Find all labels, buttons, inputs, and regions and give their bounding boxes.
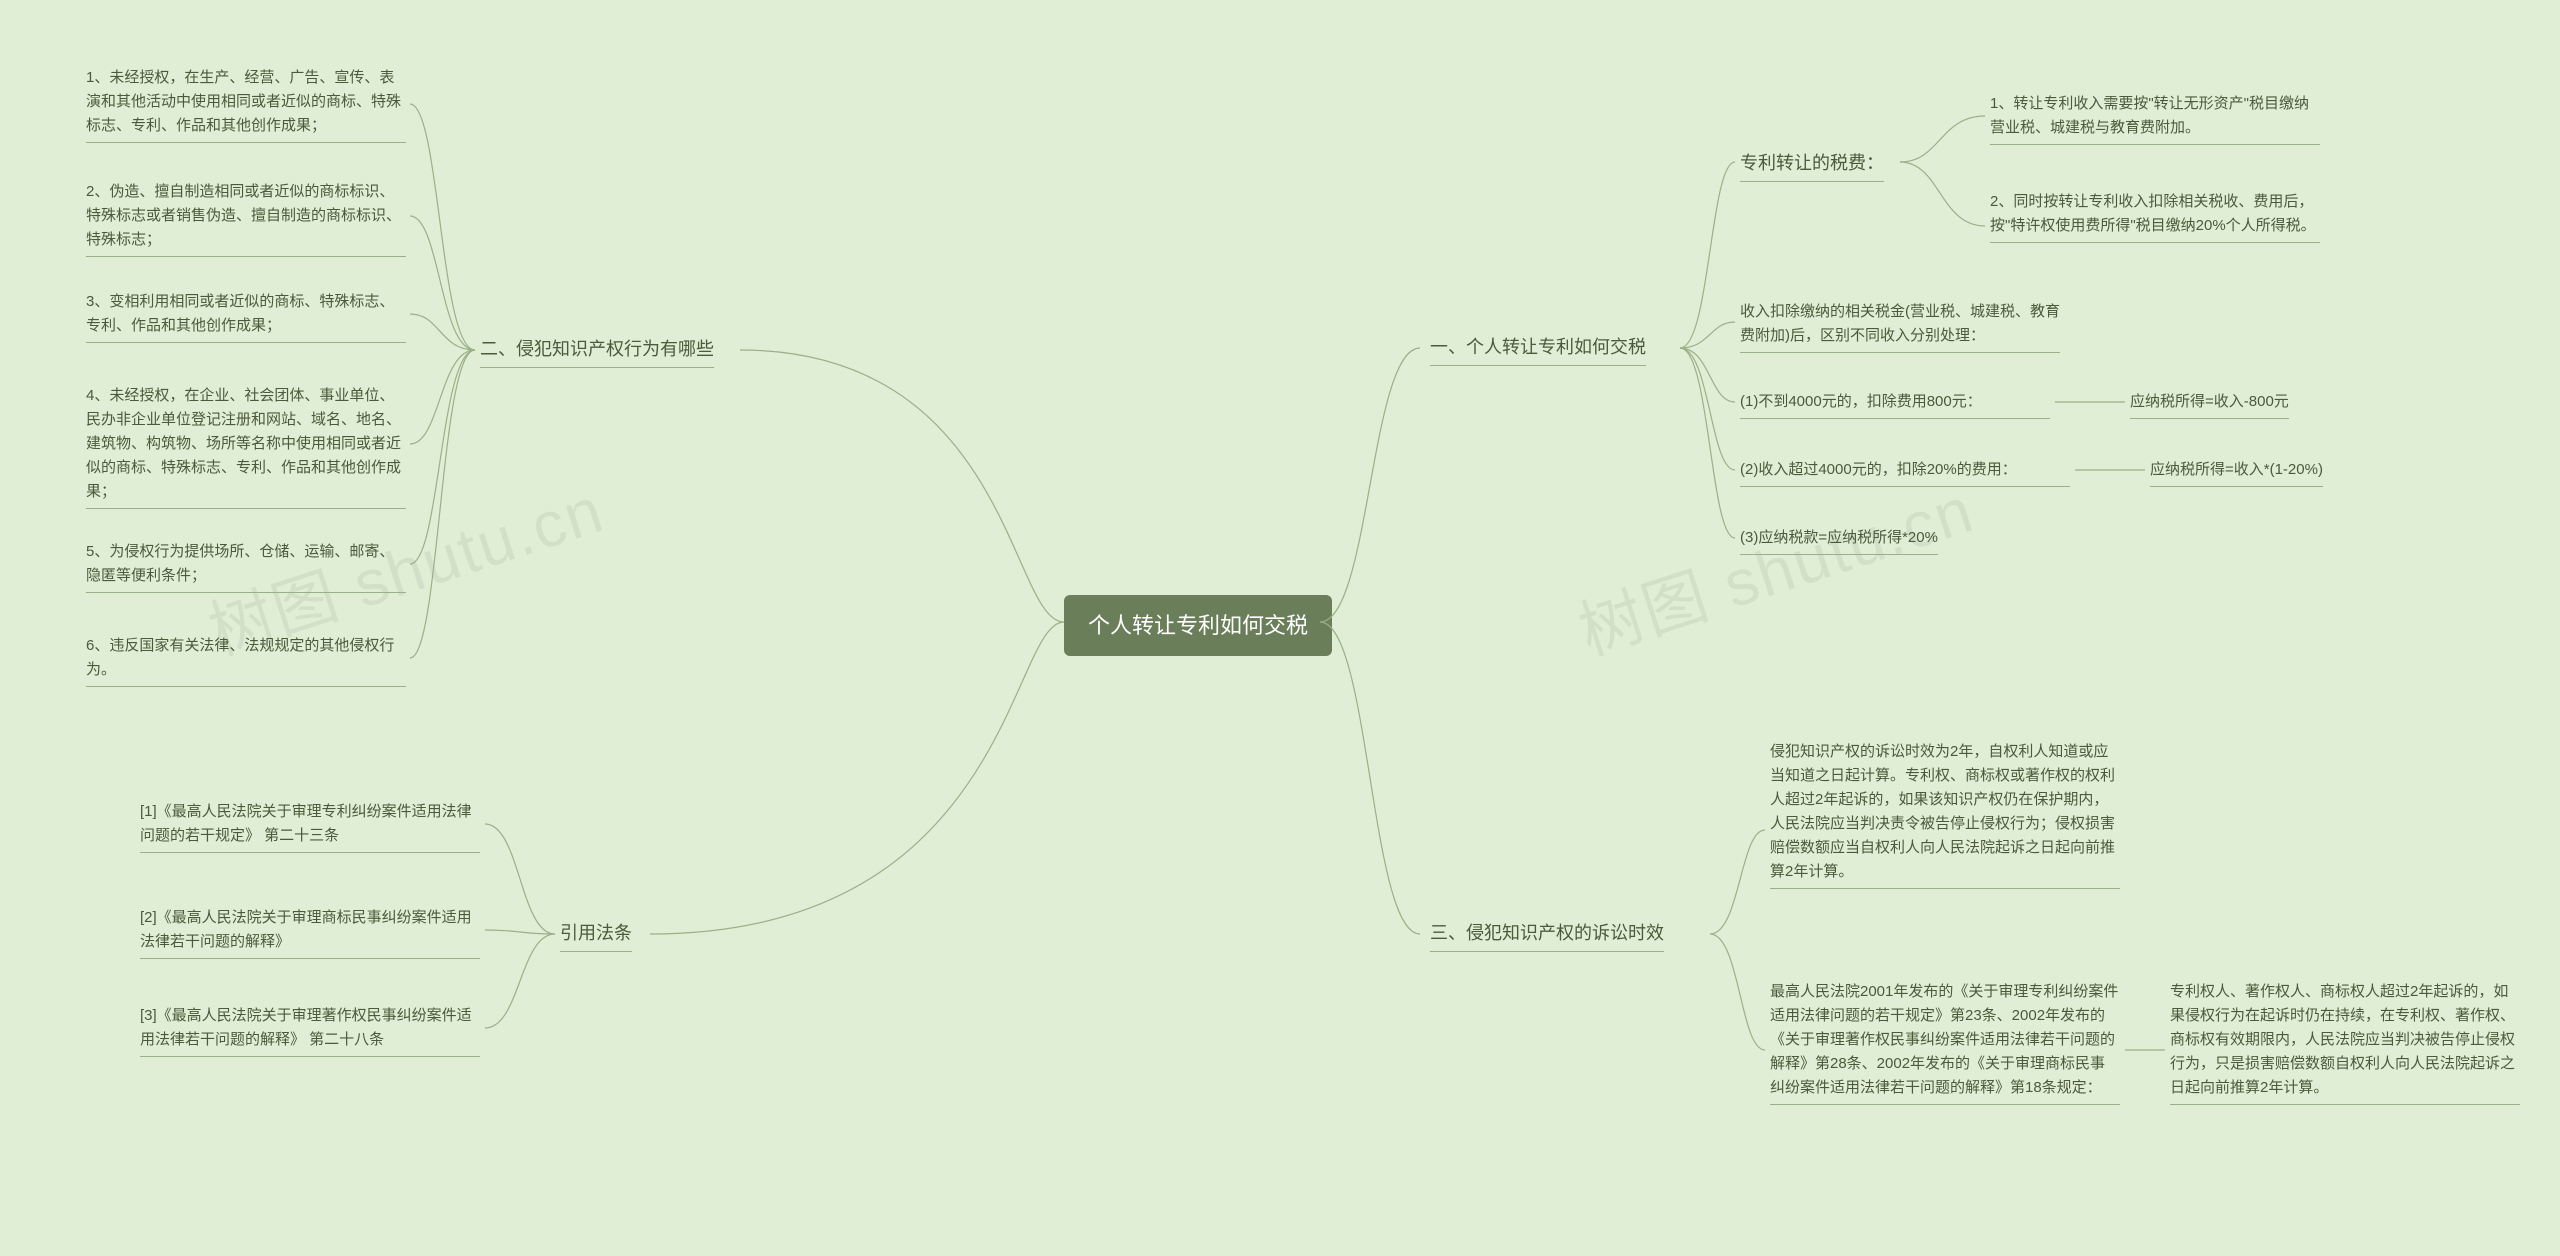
leaf-1-c2: 收入扣除缴纳的相关税金(营业税、城建税、教育费附加)后，区别不同收入分别处理： [1740, 300, 2060, 353]
leaf-1-c4-right: 应纳税所得=收入*(1-20%) [2150, 458, 2323, 487]
leaf-2-5: 5、为侵权行为提供场所、仓储、运输、邮寄、隐匿等便利条件； [86, 540, 406, 593]
leaf-1-c3-right: 应纳税所得=收入-800元 [2130, 390, 2289, 419]
leaf-3-p1: 侵犯知识产权的诉讼时效为2年，自权利人知道或应当知道之日起计算。专利权、商标权或… [1770, 740, 2120, 889]
leaf-3-p3: 专利权人、著作权人、商标权人超过2年起诉的，如果侵权行为在起诉时仍在持续，在专利… [2170, 980, 2520, 1105]
watermark-right: 树图 shutu.cn [1566, 459, 1984, 673]
leaf-2-6: 6、违反国家有关法律、法规规定的其他侵权行为。 [86, 634, 406, 687]
leaf-4-1: [1]《最高人民法院关于审理专利纠纷案件适用法律问题的若干规定》 第二十三条 [140, 800, 480, 853]
leaf-1-c1-2: 2、同时按转让专利收入扣除相关税收、费用后，按"特许权使用费所得"税目缴纳20%… [1990, 190, 2320, 243]
branch-3: 三、侵犯知识产权的诉讼时效 [1430, 920, 1664, 952]
root-node: 个人转让专利如何交税 [1064, 595, 1332, 656]
branch-2: 二、侵犯知识产权行为有哪些 [480, 336, 714, 368]
leaf-4-3: [3]《最高人民法院关于审理著作权民事纠纷案件适用法律若干问题的解释》 第二十八… [140, 1004, 480, 1057]
leaf-2-4: 4、未经授权，在企业、社会团体、事业单位、民办非企业单位登记注册和网站、域名、地… [86, 384, 406, 509]
leaf-1-c3-label: (1)不到4000元的，扣除费用800元： [1740, 390, 2050, 419]
leaf-4-2: [2]《最高人民法院关于审理商标民事纠纷案件适用法律若干问题的解释》 [140, 906, 480, 959]
leaf-1-c5: (3)应纳税款=应纳税所得*20% [1740, 526, 1938, 555]
branch-1: 一、个人转让专利如何交税 [1430, 334, 1646, 366]
leaf-2-2: 2、伪造、擅自制造相同或者近似的商标标识、特殊标志或者销售伪造、擅自制造的商标标… [86, 180, 406, 257]
leaf-1-c4-label: (2)收入超过4000元的，扣除20%的费用： [1740, 458, 2070, 487]
leaf-1-c1-1: 1、转让专利收入需要按"转让无形资产"税目缴纳营业税、城建税与教育费附加。 [1990, 92, 2320, 145]
branch-1-c1: 专利转让的税费： [1740, 150, 1884, 182]
leaf-2-1: 1、未经授权，在生产、经营、广告、宣传、表演和其他活动中使用相同或者近似的商标、… [86, 66, 406, 143]
leaf-3-p2: 最高人民法院2001年发布的《关于审理专利纠纷案件适用法律问题的若干规定》第23… [1770, 980, 2120, 1105]
leaf-2-3: 3、变相利用相同或者近似的商标、特殊标志、专利、作品和其他创作成果； [86, 290, 406, 343]
branch-4: 引用法条 [560, 920, 632, 952]
